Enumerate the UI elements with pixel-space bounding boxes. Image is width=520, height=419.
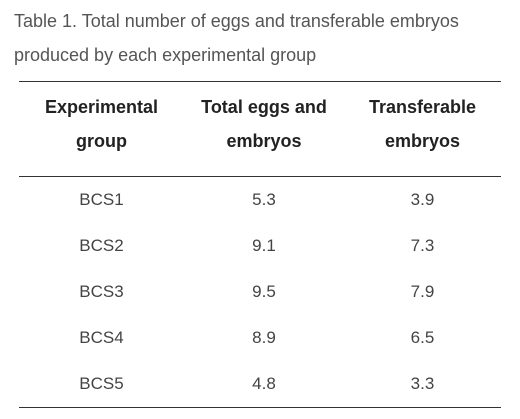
table-row: BCS4 8.9 6.5: [19, 315, 501, 361]
table-row: BCS1 5.3 3.9: [19, 177, 501, 224]
cell-transferable-embryos: 6.5: [410, 328, 435, 347]
column-header-line: embryos: [226, 131, 302, 151]
cell-total-eggs-embryos: 4.8: [252, 374, 276, 393]
cell-total-eggs-embryos: 5.3: [252, 190, 276, 209]
cell-transferable-embryos: 7.9: [410, 282, 435, 301]
cell-group: BCS4: [79, 328, 124, 347]
cell-total-eggs-embryos: 9.1: [252, 236, 276, 255]
column-header-line: Transferable: [368, 97, 477, 117]
column-header-line: Total eggs and: [201, 97, 327, 117]
cell-transferable-embryos: 3.9: [410, 190, 435, 209]
column-header-transferable-embryos: Transferable embryos: [344, 82, 501, 177]
results-table-container: Experimental group Total eggs and embryo…: [19, 81, 501, 408]
cell-total-eggs-embryos: 8.9: [252, 328, 276, 347]
table-header: Experimental group Total eggs and embryo…: [19, 81, 501, 177]
table-row: BCS2 9.1 7.3: [19, 223, 501, 269]
header-row: Experimental group Total eggs and embryo…: [19, 81, 501, 177]
cell-group: BCS3: [79, 282, 124, 301]
cell-group: BCS2: [79, 236, 124, 255]
column-header-experimental-group: Experimental group: [19, 82, 184, 177]
results-table: Experimental group Total eggs and embryo…: [19, 81, 501, 408]
cell-group: BCS5: [79, 374, 124, 393]
cell-group: BCS1: [79, 190, 124, 209]
table-row: BCS5 4.8 3.3: [19, 361, 501, 408]
table-caption: Table 1. Total number of eggs and transf…: [14, 11, 459, 65]
cell-transferable-embryos: 7.3: [410, 236, 435, 255]
table-body: BCS1 5.3 3.9 BCS2 9.1 7.3 BCS3 9.5 7.9 B…: [19, 177, 501, 408]
column-header-total-eggs-embryos: Total eggs and embryos: [184, 82, 344, 177]
column-header-line: group: [76, 131, 127, 151]
cell-total-eggs-embryos: 9.5: [252, 282, 276, 301]
cell-transferable-embryos: 3.3: [410, 374, 435, 393]
table-row: BCS3 9.5 7.9: [19, 269, 501, 315]
column-header-line: Experimental: [44, 97, 159, 117]
column-header-line: embryos: [384, 131, 461, 151]
